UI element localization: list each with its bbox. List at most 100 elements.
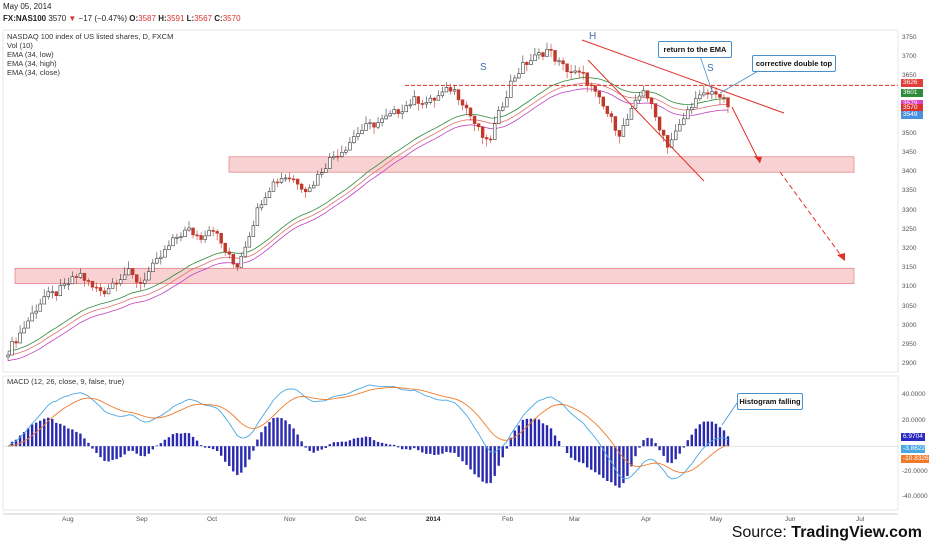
candle-body xyxy=(324,168,328,173)
candle-body xyxy=(143,279,147,284)
projection-arrow-2 xyxy=(779,171,846,262)
price-chart[interactable] xyxy=(0,0,932,520)
time-tick-label: Oct xyxy=(207,516,218,523)
candle-body xyxy=(336,155,340,158)
candle-body xyxy=(287,177,292,180)
candle-body xyxy=(372,122,376,128)
candle-body xyxy=(122,274,127,280)
candle-body xyxy=(135,274,139,283)
candle-body xyxy=(509,80,513,98)
candle-body xyxy=(227,251,231,255)
candle-body xyxy=(219,232,223,244)
candle-body xyxy=(94,286,99,289)
price-tick-label: 2900 xyxy=(902,360,917,368)
candle-body xyxy=(637,95,642,101)
candle-body xyxy=(686,109,690,120)
candle-body xyxy=(320,172,324,175)
candle-body xyxy=(497,110,501,125)
macd-value-label: -3.8622 xyxy=(901,445,926,453)
candle-body xyxy=(569,71,573,74)
callout-pointer-ema xyxy=(699,55,713,92)
candle-body xyxy=(633,99,638,109)
candle-body xyxy=(501,106,505,111)
candle-body xyxy=(424,102,429,105)
candle-body xyxy=(476,123,481,128)
ema-low-label[interactable]: EMA (34, low) xyxy=(7,50,54,59)
candle-body xyxy=(521,62,525,74)
volume-indicator-label[interactable]: Vol (10) xyxy=(7,41,33,50)
candle-body xyxy=(50,291,54,294)
candle-body xyxy=(517,73,521,79)
candle-body xyxy=(126,268,131,276)
candle-body xyxy=(456,89,461,101)
candle-body xyxy=(352,136,356,143)
candle-body xyxy=(581,71,585,74)
time-tick-label: Jul xyxy=(856,516,865,523)
candle-body xyxy=(364,123,368,131)
signal-value-label: -10.8326 xyxy=(901,455,929,463)
candle-body xyxy=(597,91,601,98)
left-shoulder-label: S xyxy=(480,62,487,73)
candle-body xyxy=(167,245,171,250)
price-tick-label: 3300 xyxy=(902,206,917,214)
candle-body xyxy=(106,288,111,295)
source-name[interactable]: TradingView.com xyxy=(791,524,922,541)
high-value: 3591 xyxy=(166,14,185,23)
candle-body xyxy=(565,63,569,73)
ema-high-label[interactable]: EMA (34, high) xyxy=(7,59,57,68)
callout-pointer-histogram xyxy=(721,402,738,426)
candle-body xyxy=(195,234,199,237)
candle-body xyxy=(557,60,561,63)
candle-body xyxy=(678,124,682,132)
candle-body xyxy=(239,255,244,268)
candle-body xyxy=(533,54,537,62)
ema-low-price-label: 3549 xyxy=(901,111,923,119)
time-tick-label: Nov xyxy=(284,516,296,523)
candle-body xyxy=(384,115,388,120)
candle-body xyxy=(613,116,618,131)
close-value: 3570 xyxy=(222,14,241,23)
time-tick-label: Jun xyxy=(785,516,796,523)
candle-body xyxy=(609,113,614,117)
callout-pointer-double-top xyxy=(719,69,761,94)
candle-body xyxy=(577,70,581,73)
candle-body xyxy=(484,137,489,140)
close-label: C: xyxy=(214,14,223,23)
time-tick-label: Sep xyxy=(136,516,148,523)
candle-body xyxy=(6,354,10,358)
candle-body xyxy=(58,285,63,297)
chart-title[interactable]: NASDAQ 100 index of US listed shares, D,… xyxy=(7,32,174,41)
candle-body xyxy=(175,237,179,239)
source-prefix: Source: xyxy=(731,524,792,541)
candle-body xyxy=(215,231,219,234)
histogram-falling-callout: Histogram falling xyxy=(737,393,803,410)
candle-body xyxy=(396,109,400,114)
candle-body xyxy=(316,173,320,186)
candle-body xyxy=(231,253,235,265)
price-tick-label: 3150 xyxy=(902,264,917,272)
price-tick-label: 3050 xyxy=(902,302,917,310)
ema-close-label[interactable]: EMA (34, close) xyxy=(7,68,60,77)
candle-body xyxy=(718,93,722,98)
macd-indicator-label[interactable]: MACD (12, 26, close, 9, false, true) xyxy=(7,377,125,386)
support-zone-2 xyxy=(14,267,855,284)
candle-body xyxy=(356,133,360,137)
candle-body xyxy=(380,118,384,123)
candle-body xyxy=(444,87,449,93)
candle-body xyxy=(98,287,103,292)
macd-tick-label: -40.0000 xyxy=(902,493,928,501)
symbol[interactable]: FX:NAS100 xyxy=(3,14,47,23)
open-value: 3587 xyxy=(138,14,156,23)
candle-body xyxy=(118,279,123,284)
candle-body xyxy=(432,97,437,101)
ema-high-line xyxy=(7,76,728,352)
price-tick-label: 3400 xyxy=(902,168,917,176)
candle-body xyxy=(513,77,517,82)
candle-body xyxy=(368,122,372,125)
candle-body xyxy=(26,320,30,329)
candle-body xyxy=(267,191,272,199)
candle-body xyxy=(645,90,650,99)
ema-close-line xyxy=(7,82,729,356)
candle-body xyxy=(307,187,312,193)
candle-body xyxy=(617,130,622,137)
